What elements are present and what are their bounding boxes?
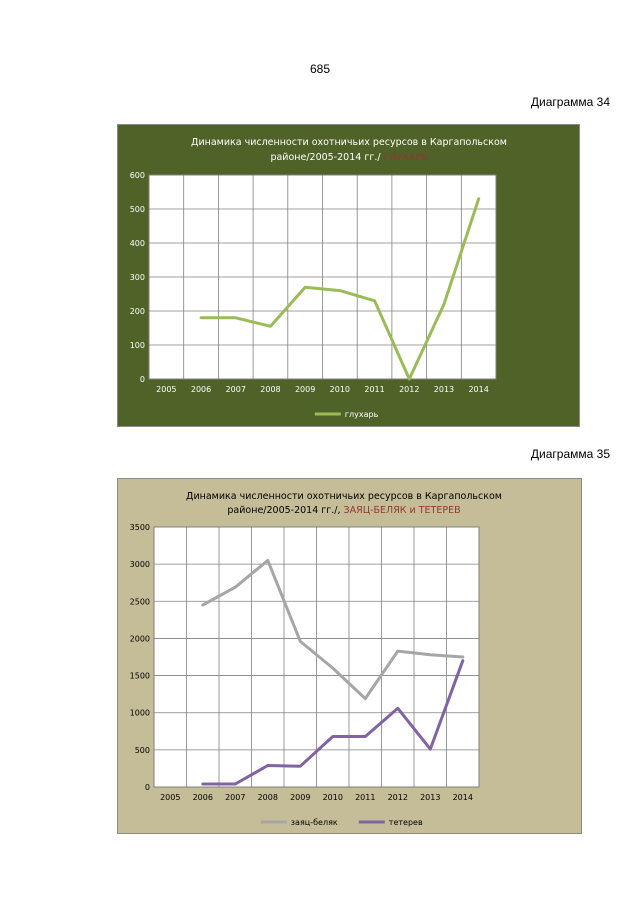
x-tick-label: 2014	[468, 385, 488, 394]
x-tick-label: 2010	[323, 793, 343, 802]
x-tick-label: 2008	[258, 793, 278, 802]
chart-title-line2: районе/2005-2014 гг./, ЗАЯЦ-БЕЛЯК и ТЕТЕ…	[227, 505, 460, 516]
x-tick-label: 2011	[364, 385, 384, 394]
y-tick-label: 500	[135, 746, 150, 755]
x-tick-label: 2012	[399, 385, 419, 394]
hare-blackgrouse-chart-svg: Динамика численности охотничьих ресурсов…	[130, 491, 502, 827]
y-tick-label: 2500	[130, 597, 150, 606]
x-tick-label: 2008	[260, 385, 280, 394]
y-tick-label: 400	[130, 239, 145, 248]
diagram-35-label: Диаграмма 35	[530, 447, 610, 461]
y-tick-label: 600	[130, 171, 145, 180]
chart-title-line1: Динамика численности охотничьих ресурсов…	[191, 137, 507, 148]
x-tick-label: 2013	[420, 793, 440, 802]
x-tick-label: 2009	[295, 385, 315, 394]
y-tick-label: 500	[130, 205, 145, 214]
y-tick-label: 3000	[130, 560, 150, 569]
chart-title-line2: районе/2005-2014 гг./ ГЛУХАРЬ	[270, 152, 427, 163]
series-line-2	[201, 659, 465, 786]
grouse-chart-svg: Динамика численности охотничьих ресурсов…	[130, 137, 507, 419]
y-tick-label: 100	[130, 341, 145, 350]
y-tick-label: 200	[130, 307, 145, 316]
chart-title-plain: районе/2005-2014 гг./,	[227, 505, 343, 516]
legend-label: заяц-беляк	[291, 818, 338, 827]
grouse-chart: Динамика численности охотничьих ресурсов…	[117, 124, 580, 427]
x-tick-label: 2006	[193, 793, 213, 802]
x-tick-label: 2006	[191, 385, 211, 394]
y-tick-label: 1500	[130, 672, 150, 681]
x-tick-label: 2013	[434, 385, 454, 394]
x-tick-label: 2007	[225, 793, 245, 802]
chart-title-highlight: ЗАЯЦ-БЕЛЯК и ТЕТЕРЕВ	[344, 505, 461, 516]
x-tick-label: 2005	[156, 385, 176, 394]
x-tick-label: 2010	[330, 385, 350, 394]
page-number: 685	[309, 62, 331, 76]
y-tick-label: 0	[145, 783, 150, 792]
chart-title-highlight: ГЛУХАРЬ	[384, 152, 428, 163]
y-tick-label: 2000	[130, 634, 150, 643]
y-tick-label: 300	[130, 273, 145, 282]
y-tick-label: 1000	[130, 709, 150, 718]
chart-title-plain: районе/2005-2014 гг./	[270, 152, 383, 163]
hare-blackgrouse-chart: Динамика численности охотничьих ресурсов…	[117, 478, 582, 834]
legend-label: тетерев	[389, 818, 423, 827]
x-tick-label: 2007	[226, 385, 246, 394]
x-tick-label: 2014	[453, 793, 473, 802]
x-tick-label: 2005	[160, 793, 180, 802]
series-line-1	[199, 197, 481, 381]
legend-label: глухарь	[345, 410, 379, 419]
chart-title-line1: Динамика численности охотничьих ресурсов…	[186, 491, 502, 502]
diagram-34-label: Диаграмма 34	[530, 95, 610, 109]
series-line-1	[201, 558, 465, 701]
x-tick-label: 2009	[290, 793, 310, 802]
x-tick-label: 2012	[388, 793, 408, 802]
y-tick-label: 0	[140, 375, 145, 384]
y-tick-label: 3500	[130, 523, 150, 532]
x-tick-label: 2011	[355, 793, 375, 802]
